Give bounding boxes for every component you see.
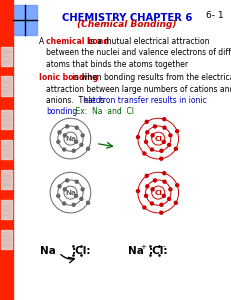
- Ellipse shape: [162, 140, 165, 143]
- Ellipse shape: [176, 130, 179, 133]
- Ellipse shape: [63, 134, 66, 137]
- Ellipse shape: [81, 134, 84, 137]
- Ellipse shape: [63, 148, 66, 151]
- Ellipse shape: [87, 147, 90, 150]
- Ellipse shape: [163, 172, 166, 175]
- Ellipse shape: [163, 126, 166, 129]
- Text: CHEMISTRY CHAPTER 6: CHEMISTRY CHAPTER 6: [62, 13, 192, 23]
- Text: atoms that binds the atoms together: atoms that binds the atoms together: [46, 60, 188, 69]
- Text: Na: Na: [65, 136, 76, 142]
- Text: electron transfer results in ionic: electron transfer results in ionic: [84, 96, 206, 105]
- Ellipse shape: [160, 149, 163, 152]
- Text: bonding: bonding: [46, 107, 77, 116]
- Ellipse shape: [66, 125, 69, 128]
- Ellipse shape: [169, 188, 172, 191]
- Text: is a mutual electrical attraction: is a mutual electrical attraction: [86, 37, 210, 46]
- Text: Na: Na: [40, 245, 56, 256]
- Bar: [1, 140, 12, 159]
- Ellipse shape: [72, 203, 75, 206]
- Text: Ionic bonding: Ionic bonding: [39, 74, 98, 82]
- Ellipse shape: [137, 190, 140, 193]
- Ellipse shape: [87, 201, 90, 204]
- Bar: [1, 110, 12, 129]
- Ellipse shape: [137, 136, 140, 139]
- Ellipse shape: [63, 202, 66, 205]
- Text: Cl: Cl: [154, 190, 162, 196]
- Ellipse shape: [146, 185, 149, 188]
- Text: 6- 1: 6- 1: [207, 11, 224, 20]
- Ellipse shape: [145, 194, 148, 197]
- Ellipse shape: [81, 188, 84, 191]
- Bar: [13, 5, 37, 34]
- Ellipse shape: [151, 188, 154, 191]
- Bar: [1, 200, 12, 219]
- Bar: [0, 0, 13, 300]
- Ellipse shape: [66, 179, 69, 182]
- Ellipse shape: [58, 185, 61, 188]
- Ellipse shape: [58, 131, 61, 134]
- Ellipse shape: [174, 201, 177, 204]
- Ellipse shape: [174, 147, 177, 150]
- Ellipse shape: [150, 148, 153, 151]
- Text: :Cl:: :Cl:: [72, 245, 91, 256]
- Ellipse shape: [72, 149, 75, 152]
- Ellipse shape: [163, 118, 166, 121]
- Ellipse shape: [63, 188, 66, 191]
- Ellipse shape: [151, 134, 154, 137]
- Ellipse shape: [168, 197, 171, 200]
- Text: Na: Na: [128, 245, 144, 256]
- Text: +: +: [140, 244, 146, 250]
- Ellipse shape: [143, 206, 146, 209]
- Ellipse shape: [169, 134, 172, 137]
- Ellipse shape: [176, 184, 179, 187]
- Ellipse shape: [143, 152, 146, 155]
- Text: Na: Na: [65, 190, 76, 196]
- Ellipse shape: [163, 180, 166, 183]
- Text: is when bonding results from the electrical: is when bonding results from the electri…: [70, 74, 231, 82]
- Ellipse shape: [162, 194, 165, 197]
- Bar: [1, 230, 12, 249]
- Ellipse shape: [160, 211, 163, 214]
- Bar: [1, 169, 12, 189]
- Text: between the nuclei and valence electrons of different: between the nuclei and valence electrons…: [46, 48, 231, 57]
- Text: A: A: [39, 37, 47, 46]
- Ellipse shape: [80, 143, 83, 146]
- Ellipse shape: [153, 125, 156, 128]
- Ellipse shape: [160, 157, 163, 160]
- Ellipse shape: [145, 140, 148, 143]
- Text: -: -: [163, 244, 165, 250]
- Ellipse shape: [145, 174, 148, 177]
- Ellipse shape: [57, 140, 60, 143]
- Ellipse shape: [153, 179, 156, 182]
- Text: (Chemical Bonding): (Chemical Bonding): [77, 20, 177, 29]
- Text: anions.  That is: anions. That is: [46, 96, 107, 105]
- Text: :Cl:: :Cl:: [149, 245, 168, 256]
- Ellipse shape: [145, 120, 148, 123]
- Ellipse shape: [146, 131, 149, 134]
- Ellipse shape: [75, 180, 78, 183]
- Ellipse shape: [57, 194, 60, 197]
- Ellipse shape: [75, 126, 78, 129]
- Ellipse shape: [75, 140, 78, 143]
- Text: Cl: Cl: [154, 136, 162, 142]
- Ellipse shape: [80, 197, 83, 200]
- Ellipse shape: [160, 203, 163, 206]
- Text: attraction between large numbers of cations and: attraction between large numbers of cati…: [46, 85, 231, 94]
- Ellipse shape: [168, 143, 171, 146]
- Bar: [1, 76, 12, 96]
- Ellipse shape: [75, 194, 78, 197]
- Text: Ex:  Na  and  Cl: Ex: Na and Cl: [66, 107, 134, 116]
- Ellipse shape: [150, 202, 153, 205]
- Bar: [1, 46, 12, 66]
- Text: chemical bond: chemical bond: [46, 37, 108, 46]
